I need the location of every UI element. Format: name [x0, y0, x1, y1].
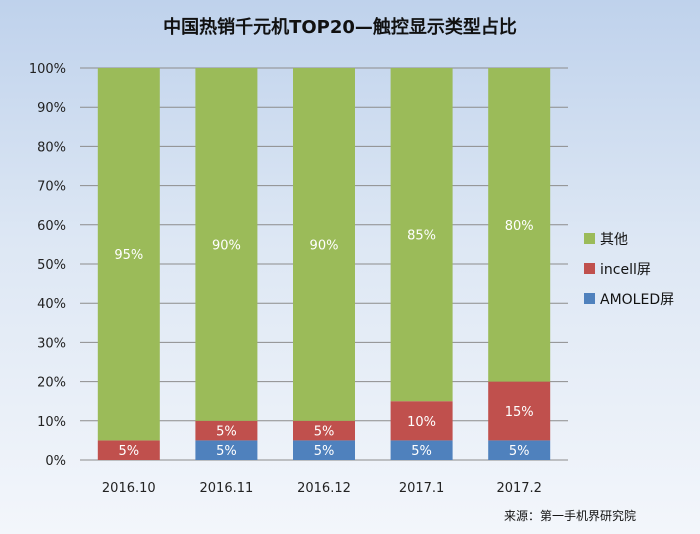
bar-segment: [488, 68, 551, 382]
legend-label: incell屏: [600, 262, 651, 278]
bar-segment: [390, 440, 453, 460]
data-label: 85%: [407, 229, 436, 244]
legend-label: AMOLED屏: [600, 292, 674, 308]
bar-segment: [488, 381, 551, 441]
bar-segment: [488, 440, 551, 460]
source-note: 来源：第一手机界研究院: [504, 508, 636, 523]
legend-swatch: [584, 263, 595, 274]
legend-swatch: [584, 233, 595, 244]
x-tick-label: 2016.11: [200, 481, 254, 496]
data-label: 15%: [505, 405, 534, 420]
data-label: 80%: [505, 219, 534, 234]
data-label: 5%: [314, 425, 335, 440]
bar-segment: [390, 401, 453, 441]
x-tick-label: 2017.1: [399, 481, 445, 496]
bar-segment: [97, 440, 160, 460]
data-label: 5%: [118, 444, 139, 459]
y-tick-label: 0%: [45, 454, 66, 469]
legend-swatch: [584, 293, 595, 304]
bar-segment: [195, 420, 258, 441]
y-tick-label: 20%: [37, 376, 66, 391]
y-tick-label: 10%: [37, 415, 66, 430]
data-label: 5%: [411, 444, 432, 459]
data-label: 90%: [212, 238, 241, 253]
bar-segment: [97, 68, 160, 441]
bar-segment: [195, 440, 258, 460]
data-label: 95%: [114, 248, 143, 263]
y-tick-label: 60%: [37, 219, 66, 234]
x-tick-label: 2017.2: [496, 481, 542, 496]
legend-label: 其他: [600, 232, 628, 248]
data-label: 5%: [509, 444, 530, 459]
data-label: 5%: [216, 444, 237, 459]
bar-segment: [293, 68, 355, 421]
y-tick-label: 90%: [37, 101, 66, 116]
bar-segment: [195, 68, 258, 421]
x-tick-label: 2016.10: [102, 481, 156, 496]
bar-segment: [293, 420, 355, 441]
data-label: 5%: [216, 425, 237, 440]
chart-title: 中国热销千元机TOP20—触控显示类型占比: [163, 16, 517, 38]
bars: 5% 95% 5% 5% 90% 5% 5% 90% 5% 10% 85% 5% 15% 80%: [97, 68, 551, 460]
bar-segment: [293, 440, 355, 460]
bar-segment: [390, 68, 453, 402]
y-tick-label: 40%: [37, 297, 66, 312]
y-tick-label: 80%: [37, 140, 66, 155]
data-label: 10%: [407, 415, 436, 430]
y-tick-label: 30%: [37, 336, 66, 351]
y-tick-label: 50%: [37, 258, 66, 273]
y-tick-label: 100%: [29, 62, 66, 77]
x-axis: 2016.10 2016.11 2016.12 2017.1 2017.2: [102, 481, 542, 496]
legend: 其他 incell屏 AMOLED屏: [584, 232, 674, 308]
x-tick-label: 2016.12: [297, 481, 351, 496]
y-tick-label: 70%: [37, 180, 66, 195]
data-label: 90%: [310, 238, 339, 253]
data-label: 5%: [314, 444, 335, 459]
y-axis: 0% 10% 20% 30% 40% 50% 60% 70% 80% 90% 100%: [29, 62, 66, 469]
